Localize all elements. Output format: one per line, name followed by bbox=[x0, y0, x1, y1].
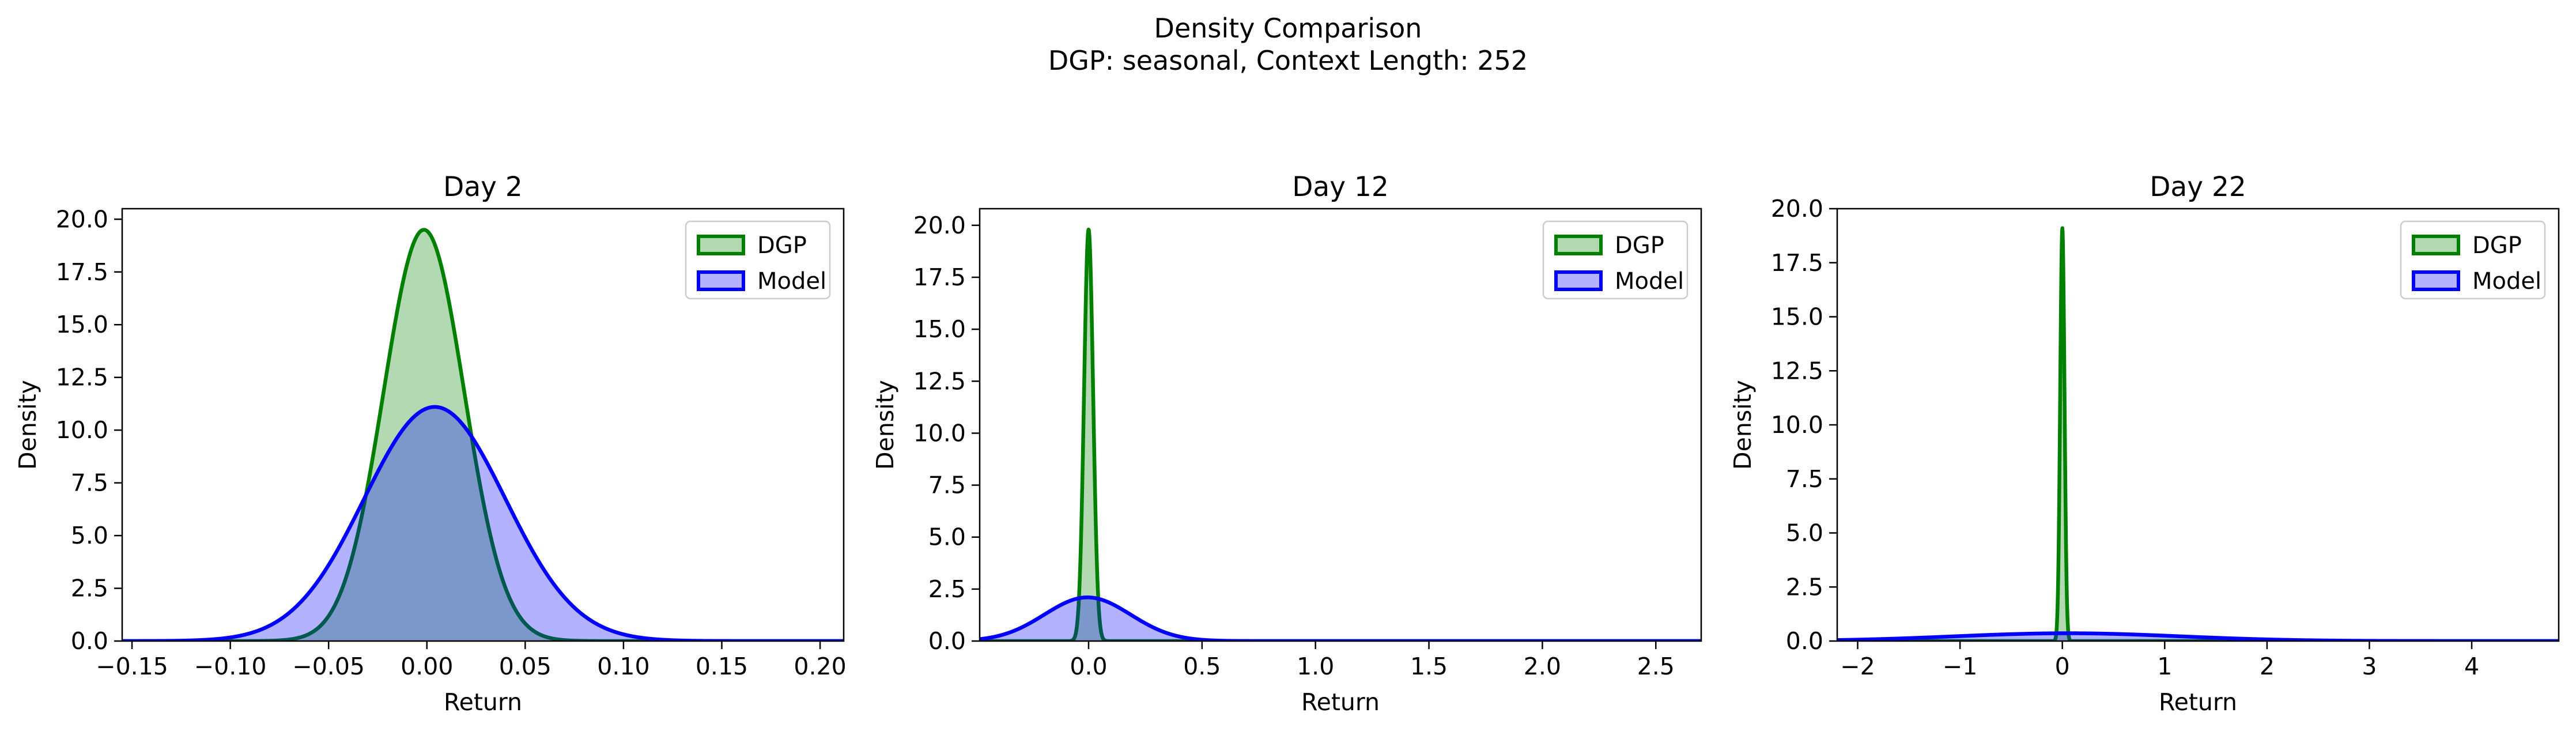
legend-label-dgp: DGP bbox=[1615, 232, 1664, 259]
model-density-fill bbox=[980, 597, 1701, 641]
legend-swatch-dgp bbox=[1554, 235, 1603, 255]
y-tick-label: 5.0 bbox=[71, 522, 108, 549]
y-tick-label: 12.5 bbox=[1771, 357, 1823, 385]
legend-label-model: Model bbox=[757, 268, 826, 295]
y-tick-label: 10.0 bbox=[56, 416, 108, 444]
x-tick-label: 0.5 bbox=[1183, 653, 1221, 680]
y-tick-label: 5.0 bbox=[928, 523, 966, 551]
figure-title: Density Comparison bbox=[1154, 13, 1422, 44]
y-tick-label: 7.5 bbox=[71, 469, 108, 497]
y-tick-label: 15.0 bbox=[1771, 303, 1823, 331]
x-tick-label: 4 bbox=[2464, 653, 2479, 680]
legend: DGP Model bbox=[2400, 220, 2546, 300]
legend-label-dgp: DGP bbox=[757, 232, 807, 259]
subplot-1: −0.15 −0.10 −0.05 0.00 0.05 0.10 0.15 0.20 0.0 2.… bbox=[14, 171, 847, 716]
model-density-fill bbox=[122, 406, 844, 641]
legend-swatch-dgp bbox=[2412, 235, 2460, 255]
model-density-line bbox=[980, 595, 1701, 641]
plot-area bbox=[980, 227, 1701, 641]
x-tick-label: 3 bbox=[2362, 653, 2377, 680]
y-axis-label: Density bbox=[1729, 380, 1757, 470]
x-tick-label: 0.15 bbox=[696, 653, 748, 680]
subplot-2: 0.0 0.5 1.0 1.5 2.0 2.5 0.0 2.5 5.0 7.5 10.0 12.5 15… bbox=[871, 171, 1702, 716]
x-tick-label: −2 bbox=[1840, 653, 1875, 680]
legend-box bbox=[2400, 220, 2546, 300]
x-tick-label: 0 bbox=[2055, 653, 2070, 680]
legend-label-model: Model bbox=[1615, 268, 1684, 295]
y-tick-label: 20.0 bbox=[1771, 195, 1823, 223]
y-tick-label: 12.5 bbox=[56, 364, 108, 391]
y-tick-label: 10.0 bbox=[913, 419, 966, 447]
y-tick-label: 5.0 bbox=[1786, 519, 1823, 547]
y-tick-label: 15.0 bbox=[56, 311, 108, 338]
x-tick-label: 0.0 bbox=[1070, 653, 1107, 680]
y-tick-label: 17.5 bbox=[1771, 249, 1823, 277]
x-axis-label: Return bbox=[1301, 688, 1380, 716]
axes-frame bbox=[121, 208, 845, 642]
legend-box bbox=[1542, 220, 1689, 300]
legend-label-dgp: DGP bbox=[2472, 232, 2522, 259]
x-tick-label: 0.10 bbox=[597, 653, 649, 680]
y-tick-label: 0.0 bbox=[1786, 627, 1823, 655]
dgp-density-line bbox=[980, 227, 1701, 641]
x-tick-label: −1 bbox=[1943, 653, 1977, 680]
legend-swatch-dgp bbox=[697, 235, 745, 255]
axes-frame bbox=[979, 208, 1702, 642]
x-axis-label: Return bbox=[2159, 688, 2237, 716]
figure-subtitle: DGP: seasonal, Context Length: 252 bbox=[1048, 45, 1528, 76]
x-tick-label: 0.20 bbox=[794, 653, 846, 680]
dgp-density-fill bbox=[122, 229, 844, 641]
legend-swatch-model bbox=[2412, 270, 2460, 291]
x-axis-label: Return bbox=[444, 688, 522, 716]
subplot-title: Day 12 bbox=[1292, 171, 1389, 203]
y-axis-label: Density bbox=[14, 380, 41, 470]
legend-box bbox=[685, 220, 831, 300]
y-tick-label: 20.0 bbox=[56, 205, 108, 233]
y-tick-label: 0.0 bbox=[71, 627, 108, 655]
y-tick-label: 17.5 bbox=[913, 263, 966, 291]
x-tick-label: −0.10 bbox=[194, 653, 267, 680]
y-tick-label: 7.5 bbox=[928, 472, 966, 499]
x-tick-label: 1 bbox=[2157, 653, 2172, 680]
y-tick-label: 17.5 bbox=[56, 258, 108, 286]
subplot-title: Day 22 bbox=[2150, 171, 2246, 203]
y-tick-label: 7.5 bbox=[1786, 465, 1823, 493]
legend: DGP Model bbox=[1542, 220, 1689, 300]
x-tick-label: −0.15 bbox=[96, 653, 168, 680]
x-tick-label: 0.05 bbox=[499, 653, 552, 680]
x-tick-label: 2 bbox=[2260, 653, 2275, 680]
x-tick-label: 1.0 bbox=[1297, 653, 1334, 680]
y-tick-label: 0.0 bbox=[928, 627, 966, 655]
y-tick-label: 12.5 bbox=[913, 367, 966, 395]
y-tick-label: 2.5 bbox=[1786, 573, 1823, 601]
subplot-3: −2 −1 0 1 2 3 4 0.0 2.5 5.0 7.5 10.0 12.5 15.0 17.5 20.… bbox=[1729, 171, 2560, 716]
x-tick-label: 1.5 bbox=[1410, 653, 1448, 680]
x-tick-label: 2.5 bbox=[1637, 653, 1675, 680]
y-axis-label: Density bbox=[871, 380, 899, 470]
y-tick-label: 2.5 bbox=[928, 575, 966, 603]
legend: DGP Model bbox=[685, 220, 831, 300]
subplot-title: Day 2 bbox=[443, 171, 523, 203]
y-tick-label: 20.0 bbox=[913, 212, 966, 239]
y-tick-label: 10.0 bbox=[1771, 411, 1823, 439]
x-tick-label: 2.0 bbox=[1524, 653, 1561, 680]
y-tick-label: 15.0 bbox=[913, 315, 966, 343]
legend-label-model: Model bbox=[2472, 268, 2541, 295]
x-tick-label: −0.05 bbox=[292, 653, 365, 680]
x-tick-label: 0.00 bbox=[401, 653, 453, 680]
y-tick-label: 2.5 bbox=[71, 575, 108, 602]
legend-swatch-model bbox=[697, 270, 745, 291]
legend-swatch-model bbox=[1554, 270, 1603, 291]
subplot-panels: −0.15 −0.10 −0.05 0.00 0.05 0.10 0.15 0.200.02.… bbox=[14, 171, 2560, 716]
